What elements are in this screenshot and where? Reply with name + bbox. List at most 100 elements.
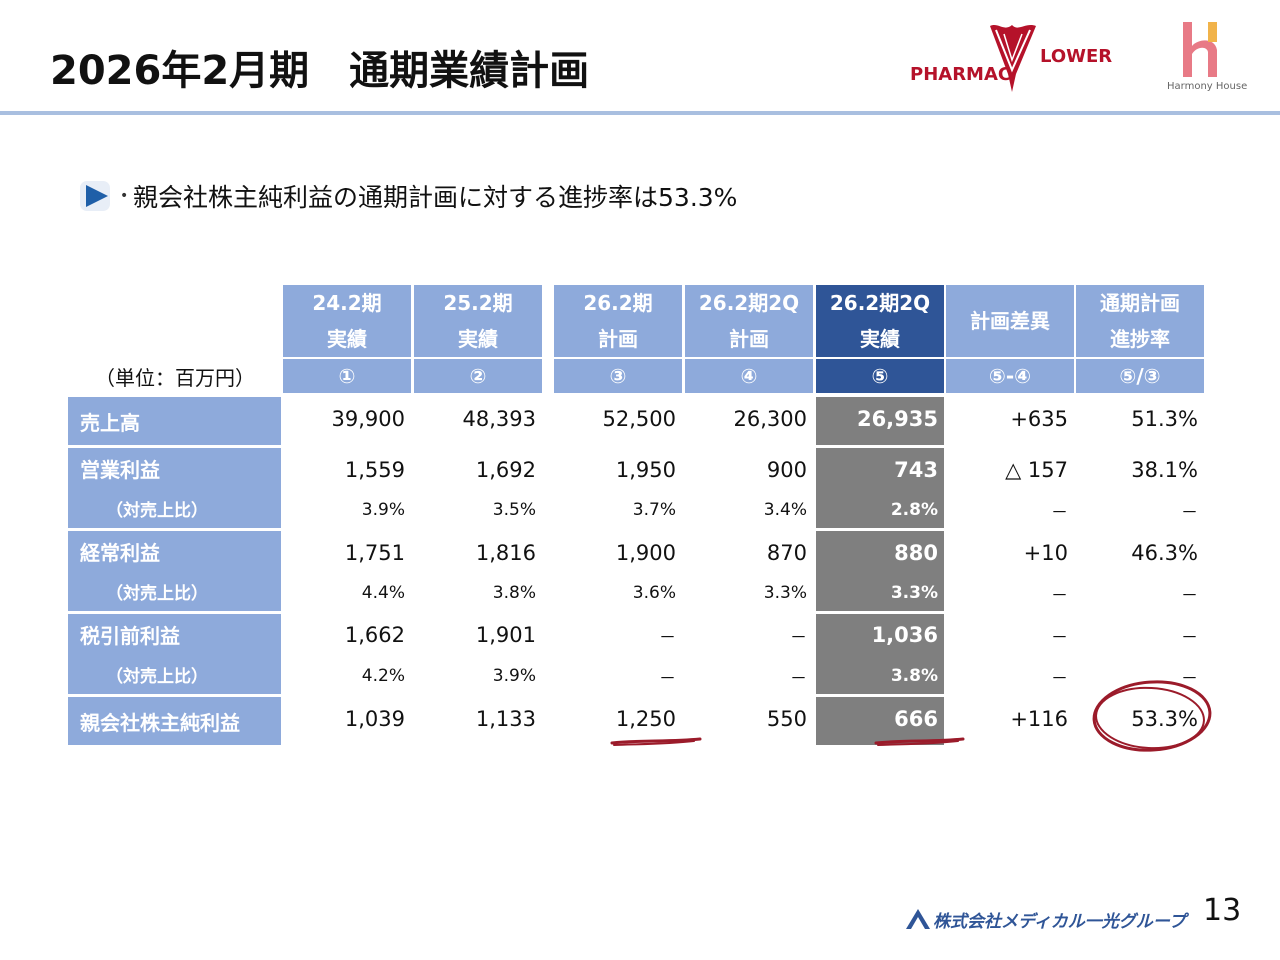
footer-company-name: 株式会社メディカル一光グループ [933,912,1186,932]
cell-prer-3: － [659,668,676,689]
flower-logo-icon [990,25,1036,92]
cell-sales-ratio: 51.3% [1131,407,1198,431]
cell-net-diff: +116 [1010,707,1068,731]
cell-sales-2: 48,393 [462,407,536,431]
page-number: 13 [1203,893,1242,928]
cell-ordr-ratio: － [1181,585,1198,606]
circle-annotation [1092,680,1212,752]
cell-opr-diff: － [1051,502,1068,523]
cell-prer-ratio: － [1181,668,1198,689]
cell-ordr-3: 3.6% [632,583,676,603]
cell-op-ratio: 38.1% [1131,458,1198,482]
cell-op-diff: △ 157 [1005,458,1068,482]
cell-net-4: 550 [766,707,807,731]
cell-op-3: 1,950 [615,458,676,482]
header-line2: 実績 [860,327,900,351]
cell-opr-3: 3.7% [632,500,676,520]
col-num-5: ⑤ [816,359,944,393]
cell-sales-1: 39,900 [331,407,405,431]
unit-label: （単位：百万円） [95,365,255,390]
cell-ord-2: 1,816 [475,541,536,565]
cell-opr-4: 3.4% [763,500,807,520]
cell-ord-5: 880 [894,541,938,565]
harmony-house-logo: Harmony House [1165,20,1250,96]
header-line1: 26.2期2Q [829,291,931,315]
cell-pre-1: 1,662 [344,623,405,647]
footer-company-logo: 株式会社メディカル一光グループ [905,905,1186,935]
row-divider [816,528,944,531]
col-header-25-2: 25.2期 実績 [414,285,542,357]
underline-plan-annotation [610,737,702,745]
cell-ordr-4: 3.3% [763,583,807,603]
cell-op-5: 743 [894,458,938,482]
cell-ord-1: 1,751 [344,541,405,565]
cell-net-5: 666 [894,707,938,731]
col-num-4: ④ [685,359,813,393]
row-label-op-ratio: （対売上比） [68,488,281,528]
cell-ordr-2: 3.8% [492,583,536,603]
row-label-pretax-income: 税引前利益 [68,614,281,654]
cell-ordr-5: 3.3% [890,583,938,603]
cell-pre-diff: － [1051,627,1068,648]
underline-actual-annotation [874,737,965,745]
cell-pre-4: － [790,627,807,648]
col-header-26-2-plan: 26.2期 計画 [554,285,682,357]
col-num-1: ① [283,359,411,393]
header-line2: 進捗率 [1110,327,1170,351]
cell-op-4: 900 [766,458,807,482]
row-divider [816,611,944,614]
cell-sales-4: 26,300 [733,407,807,431]
cell-prer-5: 3.8% [890,666,938,686]
header-line1: 26.2期 [583,291,653,315]
row-divider [816,694,944,697]
col-header-26-2-2q-plan: 26.2期2Q 計画 [685,285,813,357]
cell-op-2: 1,692 [475,458,536,482]
row-divider [816,445,944,448]
cell-opr-1: 3.9% [361,500,405,520]
col-num-3: ③ [554,359,682,393]
play-arrow-icon [80,181,110,211]
col-num-ratio: ⑤/③ [1076,359,1204,393]
company-mark-icon [906,909,930,929]
cell-ord-ratio: 46.3% [1131,541,1198,565]
row-label-operating-income: 営業利益 [68,448,281,488]
col-num-2: ② [414,359,542,393]
cell-pre-3: － [659,627,676,648]
header-line1: 計画差異 [970,309,1050,333]
cell-net-3: 1,250 [615,707,676,731]
col-header-26-2-2q-actual: 26.2期2Q 実績 [816,285,944,357]
cell-prer-diff: － [1051,668,1068,689]
bullet-dot: • [120,188,129,204]
highlight-column [816,397,944,745]
cell-pre-ratio: － [1181,627,1198,648]
cell-net-ratio: 53.3% [1131,707,1198,731]
cell-prer-4: － [790,668,807,689]
row-label-net-income: 親会社株主純利益 [68,697,281,745]
circle-annotation-2 [1095,686,1205,750]
header-line1: 26.2期2Q [698,291,800,315]
cell-ord-3: 1,900 [615,541,676,565]
cell-ordr-1: 4.4% [361,583,405,603]
summary-text: 親会社株主純利益の通期計画に対する進捗率は53.3% [133,183,738,212]
header-line2: 実績 [327,327,367,351]
cell-net-1: 1,039 [344,707,405,731]
cell-pre-5: 1,036 [871,623,938,647]
cell-opr-5: 2.8% [890,500,938,520]
row-label-ord-ratio: （対売上比） [68,571,281,611]
col-header-progress-rate: 通期計画 進捗率 [1076,285,1204,357]
cell-ordr-diff: － [1051,585,1068,606]
cell-sales-5: 26,935 [856,407,938,431]
col-header-plan-variance: 計画差異 [946,285,1074,357]
logo-text-right: LOWER [1040,46,1113,67]
row-label-sales: 売上高 [68,397,281,445]
underline-plan-annotation-2 [613,740,695,746]
row-label-ordinary-income: 経常利益 [68,531,281,571]
harmony-house-icon [1183,22,1217,77]
col-num-diff: ⑤-④ [946,359,1074,393]
header-line2: 計画 [598,327,638,351]
cell-opr-ratio: － [1181,502,1198,523]
underline-actual-annotation-2 [877,740,959,746]
logo-text-left: PHARMAC [910,64,1012,85]
header-line1: 25.2期 [443,291,513,315]
